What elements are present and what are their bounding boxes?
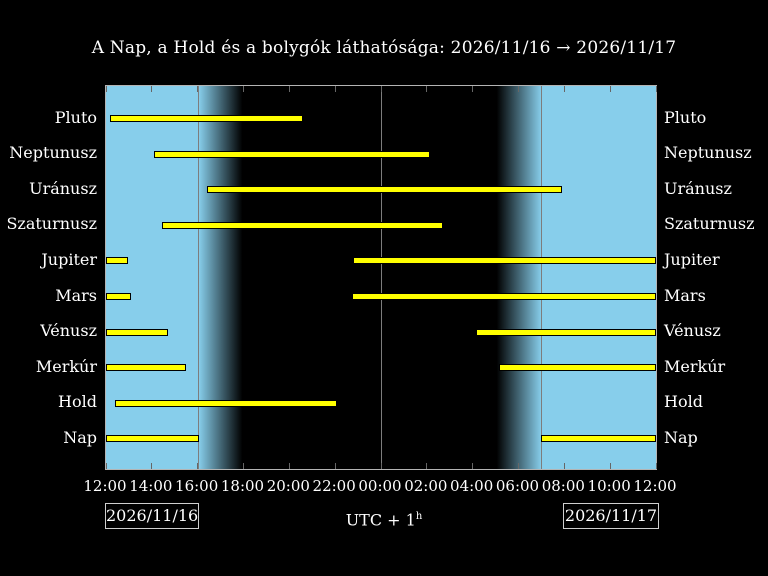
axis-tick <box>563 463 565 469</box>
x-tick-label: 10:00 <box>587 477 631 495</box>
x-tick-label: 02:00 <box>404 477 448 495</box>
axis-tick <box>105 463 107 469</box>
axis-tick <box>105 86 107 92</box>
y-label-right: Neptunusz <box>664 143 752 163</box>
utc-offset-hour-sup: h <box>415 511 423 522</box>
visibility-bar <box>162 221 444 229</box>
x-tick-label: 16:00 <box>175 477 219 495</box>
axis-tick <box>334 463 336 469</box>
axis-tick <box>151 463 153 469</box>
x-tick-label: 08:00 <box>541 477 585 495</box>
sunrise-line <box>540 86 542 469</box>
axis-tick <box>197 463 199 469</box>
visibility-bar <box>541 435 656 443</box>
axis-tick <box>288 463 290 469</box>
axis-tick <box>518 463 519 469</box>
visibility-bar <box>106 364 187 372</box>
y-label-left: Szaturnusz <box>6 214 97 234</box>
x-tick-label: 00:00 <box>358 477 402 495</box>
y-label-left: Pluto <box>54 107 97 127</box>
axis-tick <box>518 86 519 92</box>
x-tick-label: 18:00 <box>220 477 265 495</box>
axis-tick <box>197 86 199 92</box>
visibility-bar <box>106 328 169 336</box>
visibility-bar <box>154 150 431 158</box>
y-label-right: Szaturnusz <box>664 214 755 234</box>
date-box-start: 2026/11/16 <box>105 503 199 529</box>
visibility-bar <box>106 293 132 300</box>
axis-tick <box>380 463 382 469</box>
axis-tick <box>334 86 336 92</box>
x-tick-label: 04:00 <box>450 477 494 495</box>
y-label-right: Uránusz <box>664 178 732 198</box>
x-tick-label: 12:00 <box>83 477 127 495</box>
sunset-line <box>198 86 200 469</box>
visibility-bar <box>106 435 199 443</box>
axis-tick <box>380 86 382 92</box>
utc-offset-text: UTC + 1 <box>345 510 416 530</box>
y-label-right: Hold <box>664 392 703 412</box>
y-label-right: Vénusz <box>664 321 721 341</box>
utc-offset-label: UTC + 1h <box>309 505 459 529</box>
visibility-bar <box>353 257 656 265</box>
axis-tick <box>243 86 244 92</box>
axis-tick <box>426 463 428 469</box>
y-label-left: Neptunusz <box>9 143 97 163</box>
y-label-left: Merkúr <box>35 356 97 376</box>
y-label-right: Nap <box>664 427 698 447</box>
y-label-right: Pluto <box>664 107 707 127</box>
axis-tick <box>609 86 611 92</box>
visibility-bar <box>106 257 129 265</box>
visibility-bar <box>476 328 656 336</box>
x-tick-label: 20:00 <box>266 477 310 495</box>
y-label-right: Jupiter <box>664 249 720 269</box>
axis-tick <box>426 86 428 92</box>
visibility-bar <box>351 293 656 300</box>
y-label-left: Nap <box>63 427 97 447</box>
visibility-bar <box>499 364 656 372</box>
x-tick-label: 14:00 <box>129 477 173 495</box>
midnight-line <box>380 86 382 469</box>
y-label-left: Vénusz <box>40 321 97 341</box>
y-label-left: Uránusz <box>29 178 97 198</box>
axis-tick <box>288 86 290 92</box>
y-label-left: Jupiter <box>41 249 97 269</box>
x-tick-label: 06:00 <box>495 477 540 495</box>
axis-tick <box>472 86 474 92</box>
axis-tick <box>655 463 657 469</box>
y-label-right: Mars <box>664 285 706 305</box>
visibility-bar <box>207 186 563 194</box>
chart-title: A Nap, a Hold és a bolygók láthatósága: … <box>91 38 677 58</box>
axis-tick <box>563 86 565 92</box>
axis-tick <box>472 463 474 469</box>
axis-tick <box>243 463 244 469</box>
x-tick-label: 22:00 <box>312 477 356 495</box>
x-tick-label: 12:00 <box>633 477 677 495</box>
y-label-right: Merkúr <box>664 356 726 376</box>
y-label-left: Mars <box>55 285 97 305</box>
axis-tick <box>151 86 153 92</box>
visibility-bar <box>109 115 304 122</box>
y-label-left: Hold <box>58 392 97 412</box>
visibility-bar <box>115 399 337 407</box>
plot-area <box>105 85 657 470</box>
date-box-end: 2026/11/17 <box>563 503 659 529</box>
axis-tick <box>655 86 657 92</box>
axis-tick <box>609 463 611 469</box>
